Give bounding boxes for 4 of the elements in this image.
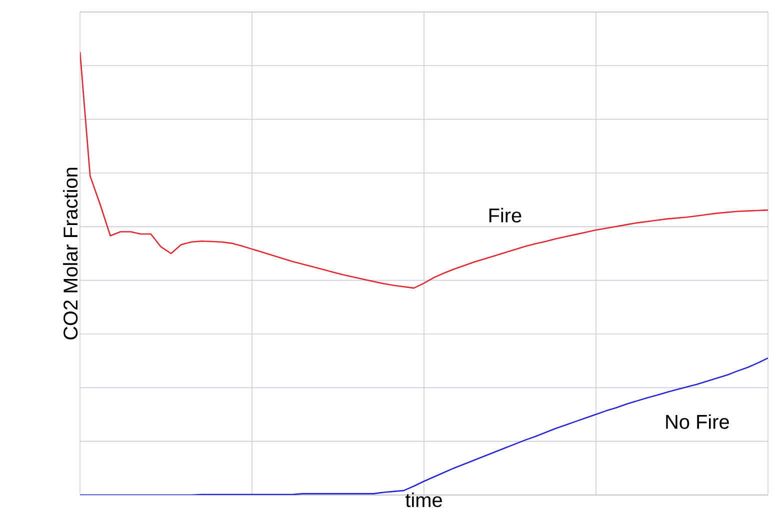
y-axis-title: CO2 Molar Fraction xyxy=(63,168,78,340)
series-label: No Fire xyxy=(666,414,729,429)
series-label: Fire xyxy=(489,208,522,222)
x-axis-title: time xyxy=(405,492,442,508)
